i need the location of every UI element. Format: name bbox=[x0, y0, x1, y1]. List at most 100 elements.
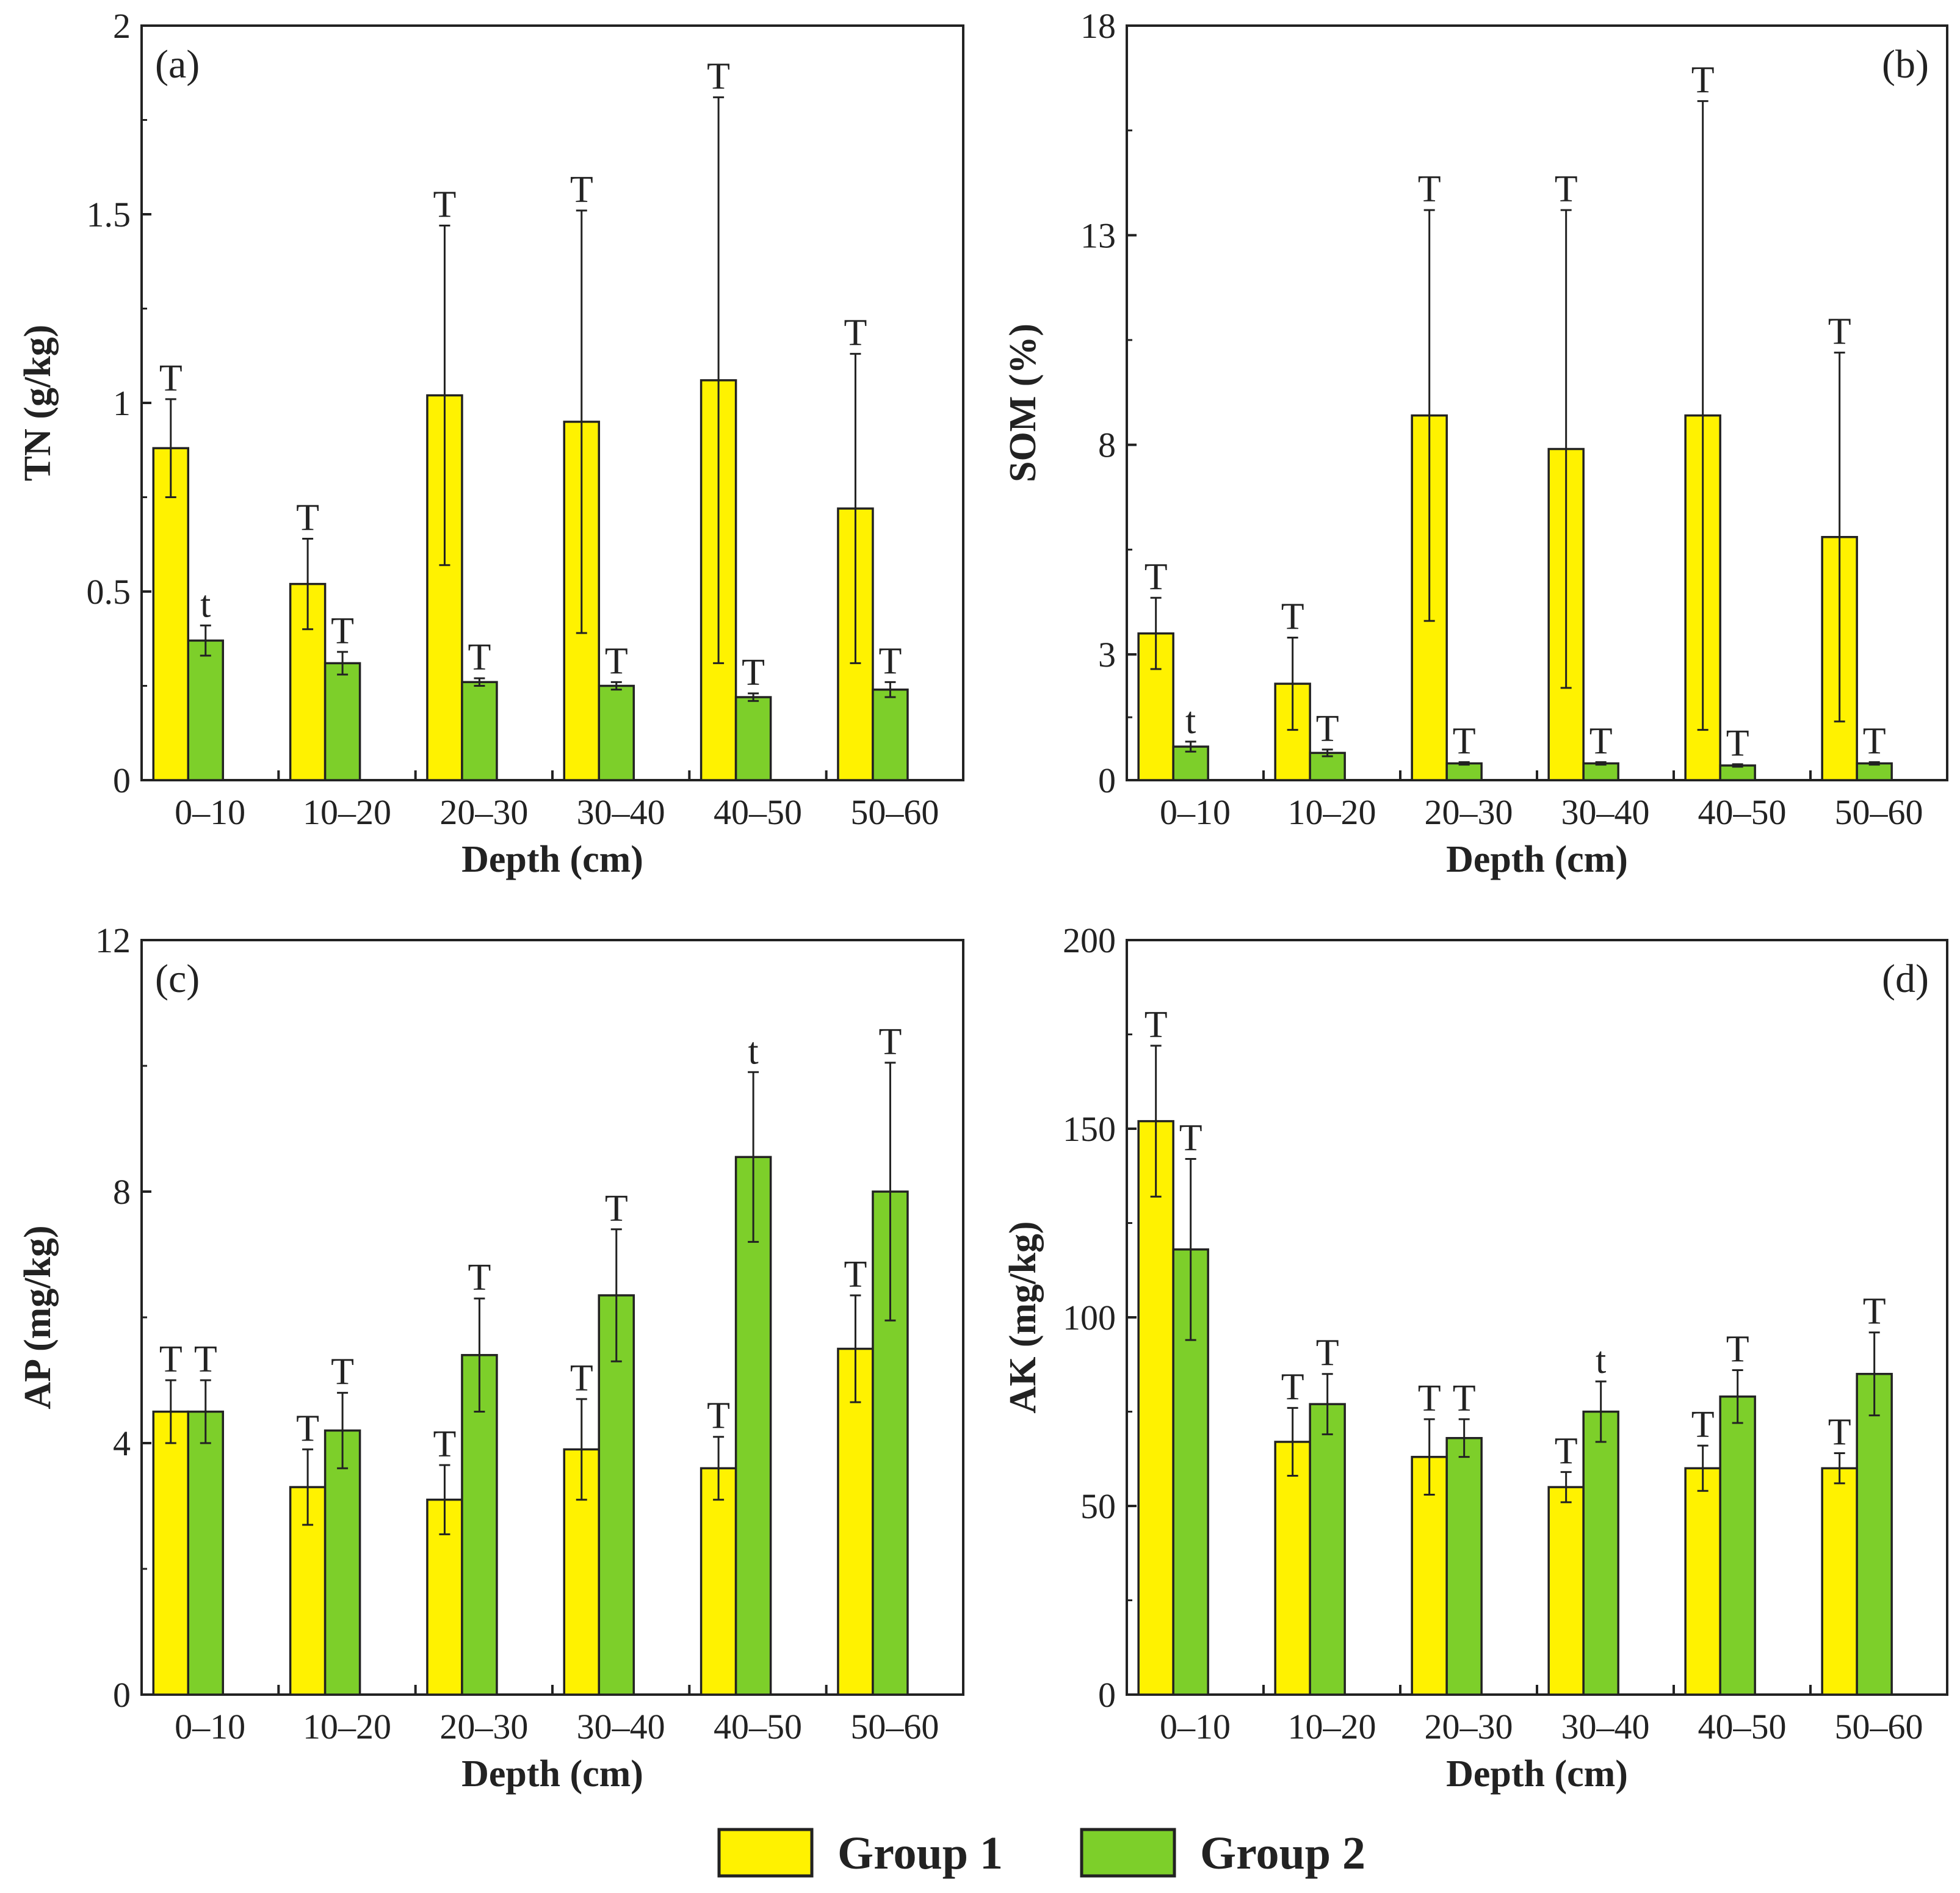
significance-label: T bbox=[1863, 1291, 1886, 1333]
panel-label: (b) bbox=[1882, 42, 1929, 87]
legend-swatch-group-1 bbox=[717, 1828, 814, 1878]
x-tick-label: 30–40 bbox=[577, 1707, 665, 1746]
significance-label: T bbox=[1281, 1366, 1304, 1408]
x-tick-label: 20–30 bbox=[1425, 792, 1513, 832]
significance-label: T bbox=[194, 1339, 217, 1380]
y-tick-label: 50 bbox=[1080, 1486, 1116, 1526]
bar-group-2 bbox=[324, 1429, 361, 1696]
y-tick-label: 0 bbox=[113, 1675, 131, 1715]
significance-label: T bbox=[1691, 1404, 1715, 1446]
bar-group-2 bbox=[598, 684, 635, 781]
significance-label: T bbox=[707, 56, 730, 97]
bar-group-2 bbox=[872, 688, 909, 781]
significance-label: T bbox=[296, 497, 319, 538]
significance-label: T bbox=[605, 640, 628, 682]
significance-label: T bbox=[1691, 60, 1715, 101]
significance-label: T bbox=[1418, 1378, 1441, 1419]
significance-label: T bbox=[296, 1408, 319, 1449]
x-tick-label: 50–60 bbox=[850, 792, 939, 832]
y-tick-label: 8 bbox=[113, 1172, 131, 1212]
significance-label: t bbox=[748, 1030, 758, 1072]
y-axis-title: SOM (%) bbox=[1002, 324, 1044, 482]
bar-group-1 bbox=[1684, 1467, 1721, 1696]
significance-label: T bbox=[1828, 1411, 1851, 1453]
x-tick-label: 0–10 bbox=[1160, 792, 1231, 832]
x-tick-label: 20–30 bbox=[1425, 1707, 1513, 1746]
x-tick-label: 50–60 bbox=[1835, 1707, 1923, 1746]
bar-group-2 bbox=[1445, 762, 1483, 781]
x-tick-label: 10–20 bbox=[1288, 792, 1376, 832]
bar-group-1 bbox=[700, 1467, 737, 1696]
x-tick-label: 20–30 bbox=[439, 792, 528, 832]
x-axis-title: Depth (cm) bbox=[461, 1753, 643, 1795]
bar-group-2 bbox=[461, 681, 498, 781]
significance-label: T bbox=[1453, 1378, 1476, 1419]
y-tick-label: 0 bbox=[113, 761, 131, 800]
chart-panel-b: 0 3 8 13 18 0–10 Tt 10–20 T T 20–30 T T 30–40 T T 40–50 T… bbox=[1002, 6, 1948, 880]
significance-label: T bbox=[1281, 596, 1304, 638]
significance-label: T bbox=[159, 358, 183, 399]
significance-label: T bbox=[707, 1395, 730, 1437]
x-tick-label: 40–50 bbox=[714, 1707, 802, 1746]
bar-group-2 bbox=[1856, 1372, 1893, 1696]
x-tick-label: 0–10 bbox=[1160, 1707, 1231, 1746]
x-axis-title: Depth (cm) bbox=[461, 839, 643, 880]
significance-label: T bbox=[1863, 720, 1886, 762]
significance-label: T bbox=[468, 637, 491, 678]
y-tick-label: 12 bbox=[95, 921, 131, 960]
x-tick-label: 10–20 bbox=[1288, 1707, 1376, 1746]
significance-label: T bbox=[1145, 1004, 1168, 1046]
x-tick-label: 50–60 bbox=[1835, 792, 1923, 832]
significance-label: T bbox=[1726, 723, 1749, 764]
significance-label: T bbox=[879, 640, 902, 682]
significance-label: T bbox=[570, 169, 593, 211]
panel-label: (d) bbox=[1882, 957, 1929, 1001]
y-tick-label: 2 bbox=[113, 6, 131, 46]
y-tick-label: 0 bbox=[1098, 761, 1116, 800]
y-axis-title: TN (g/kg) bbox=[17, 325, 59, 482]
bar-group-2 bbox=[1719, 764, 1756, 781]
bar-group-1 bbox=[1274, 1441, 1311, 1696]
y-tick-label: 1 bbox=[113, 383, 131, 423]
x-tick-label: 40–50 bbox=[714, 792, 802, 832]
significance-label: T bbox=[1316, 708, 1339, 750]
x-tick-label: 0–10 bbox=[175, 1707, 245, 1746]
significance-label: T bbox=[1555, 168, 1578, 210]
y-tick-label: 8 bbox=[1098, 425, 1116, 465]
x-axis-title: Depth (cm) bbox=[1446, 839, 1628, 880]
y-axis-title: AK (mg/kg) bbox=[1002, 1221, 1044, 1413]
x-tick-label: 10–20 bbox=[303, 792, 391, 832]
x-tick-label: 30–40 bbox=[577, 792, 665, 832]
x-tick-label: 50–60 bbox=[850, 1707, 939, 1746]
bar-group-1 bbox=[837, 1347, 874, 1696]
significance-label: T bbox=[1555, 1430, 1578, 1472]
significance-label: T bbox=[433, 184, 457, 226]
significance-label: T bbox=[844, 1254, 867, 1295]
significance-label: T bbox=[331, 1352, 354, 1393]
x-tick-label: 10–20 bbox=[303, 1707, 391, 1746]
y-tick-label: 18 bbox=[1080, 6, 1116, 46]
significance-label: t bbox=[200, 584, 211, 626]
significance-label: T bbox=[1726, 1329, 1749, 1370]
significance-label: T bbox=[1828, 311, 1851, 353]
significance-label: T bbox=[570, 1358, 593, 1399]
y-tick-label: 1.5 bbox=[87, 195, 131, 234]
legend: Group 1 Group 2 bbox=[717, 1828, 1365, 1879]
bar-group-1 bbox=[152, 447, 190, 781]
significance-label: t bbox=[1596, 1340, 1606, 1381]
bar-group-2 bbox=[1445, 1437, 1483, 1696]
significance-label: T bbox=[844, 313, 867, 354]
x-tick-label: 40–50 bbox=[1698, 1707, 1787, 1746]
significance-label: T bbox=[1453, 720, 1476, 762]
bar-group-1 bbox=[1137, 1120, 1174, 1696]
bar-group-2 bbox=[1582, 1410, 1619, 1696]
significance-label: t bbox=[1185, 700, 1196, 742]
bar-group-2 bbox=[1856, 762, 1893, 781]
bar-group-1 bbox=[426, 394, 463, 781]
legend-swatch-group-2 bbox=[1080, 1828, 1176, 1878]
legend-label-group-1: Group 1 bbox=[837, 1828, 1003, 1879]
bar-group-1 bbox=[152, 1410, 190, 1696]
y-tick-label: 0 bbox=[1098, 1675, 1116, 1715]
significance-label: T bbox=[1316, 1333, 1339, 1374]
